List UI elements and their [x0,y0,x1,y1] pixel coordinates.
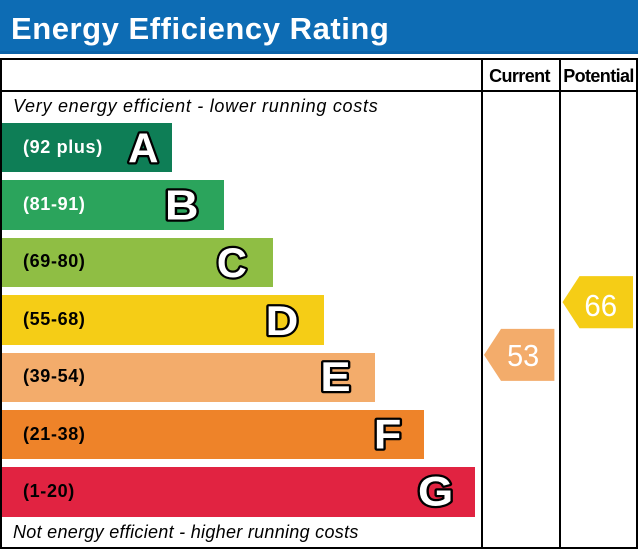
svg-text:F: F [374,412,401,458]
svg-text:E: E [320,353,350,400]
svg-text:D: D [266,298,299,345]
svg-text:66: 66 [584,289,617,323]
svg-text:A: A [128,124,158,171]
svg-text:B: B [165,182,199,228]
svg-text:C: C [217,239,247,286]
svg-text:G: G [418,468,453,515]
svg-text:53: 53 [507,339,539,373]
